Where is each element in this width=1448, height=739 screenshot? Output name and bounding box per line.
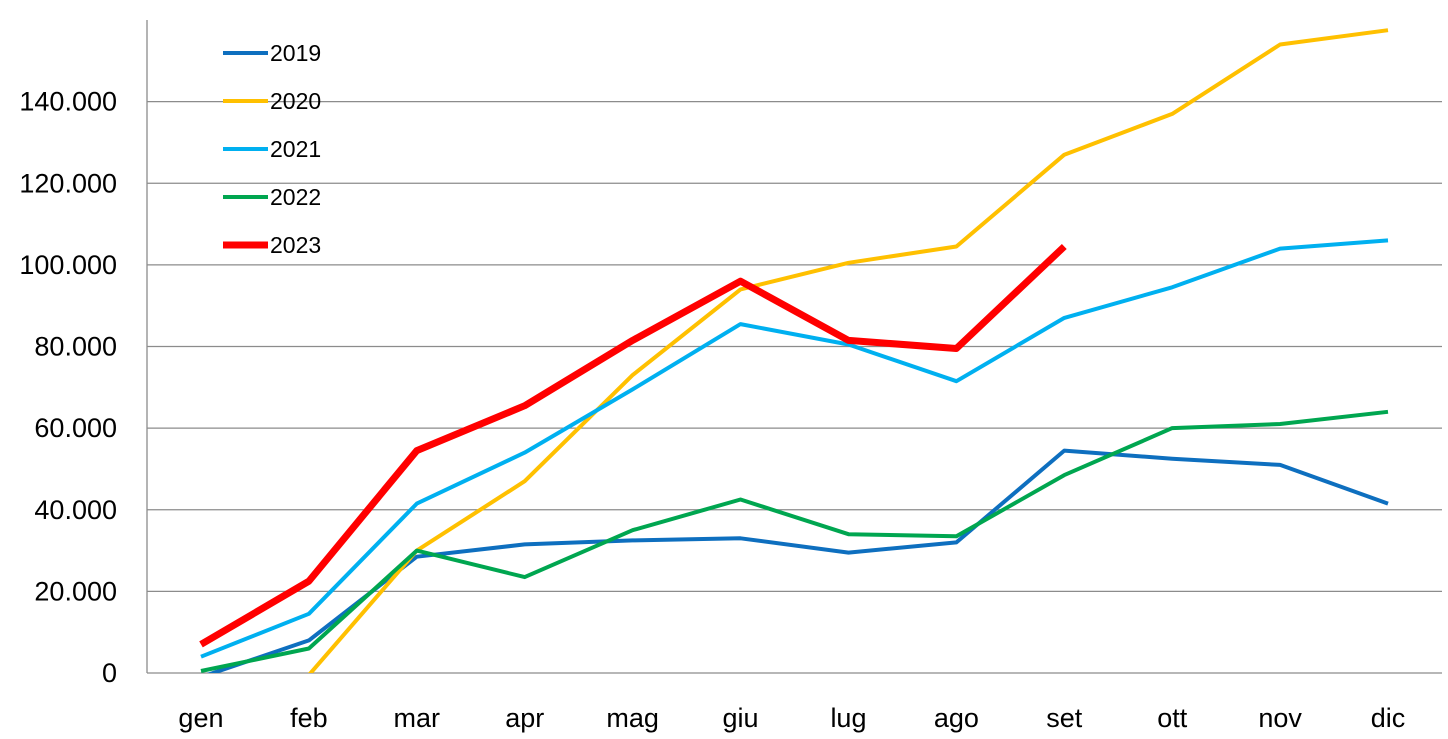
legend-label: 2023 bbox=[270, 232, 321, 258]
x-tick-label: giu bbox=[723, 703, 759, 733]
legend-label: 2021 bbox=[270, 136, 321, 162]
legend-label: 2022 bbox=[270, 184, 321, 210]
legend-label: 2019 bbox=[270, 40, 321, 66]
legend-label: 2020 bbox=[270, 88, 321, 114]
y-tick-label: 20.000 bbox=[34, 576, 117, 606]
x-tick-label: ott bbox=[1157, 703, 1188, 733]
series-line-2020 bbox=[307, 28, 1389, 673]
x-tick-label: mag bbox=[606, 703, 659, 733]
x-tick-label: mar bbox=[394, 703, 441, 733]
x-tick-label: feb bbox=[290, 703, 328, 733]
series-line-2022 bbox=[200, 409, 1389, 673]
x-tick-label: dic bbox=[1371, 703, 1406, 733]
x-tick-label: ago bbox=[934, 703, 979, 733]
x-tick-label: nov bbox=[1258, 703, 1302, 733]
gridlines bbox=[147, 100, 1442, 593]
y-tick-label: 0 bbox=[102, 658, 117, 688]
x-tick-label: apr bbox=[505, 703, 544, 733]
y-tick-label: 100.000 bbox=[19, 250, 117, 280]
x-tick-label: set bbox=[1046, 703, 1083, 733]
y-tick-label: 140.000 bbox=[19, 87, 117, 117]
series-line-2019 bbox=[206, 448, 1389, 673]
series-lines bbox=[199, 28, 1389, 673]
x-tick-label: gen bbox=[178, 703, 223, 733]
x-tick-label: lug bbox=[830, 703, 866, 733]
y-tick-label: 120.000 bbox=[19, 168, 117, 198]
axes: 0 20.000 40.000 60.000 80.000 100.000 120.000 1… bbox=[19, 20, 1442, 733]
legend: 2019 2020 2021 2022 2023 bbox=[223, 40, 321, 258]
series-line-2023 bbox=[199, 243, 1067, 648]
y-tick-label: 60.000 bbox=[34, 413, 117, 443]
series-line-2021 bbox=[200, 238, 1389, 659]
y-tick-label: 40.000 bbox=[34, 495, 117, 525]
y-tick-label: 80.000 bbox=[34, 332, 117, 362]
